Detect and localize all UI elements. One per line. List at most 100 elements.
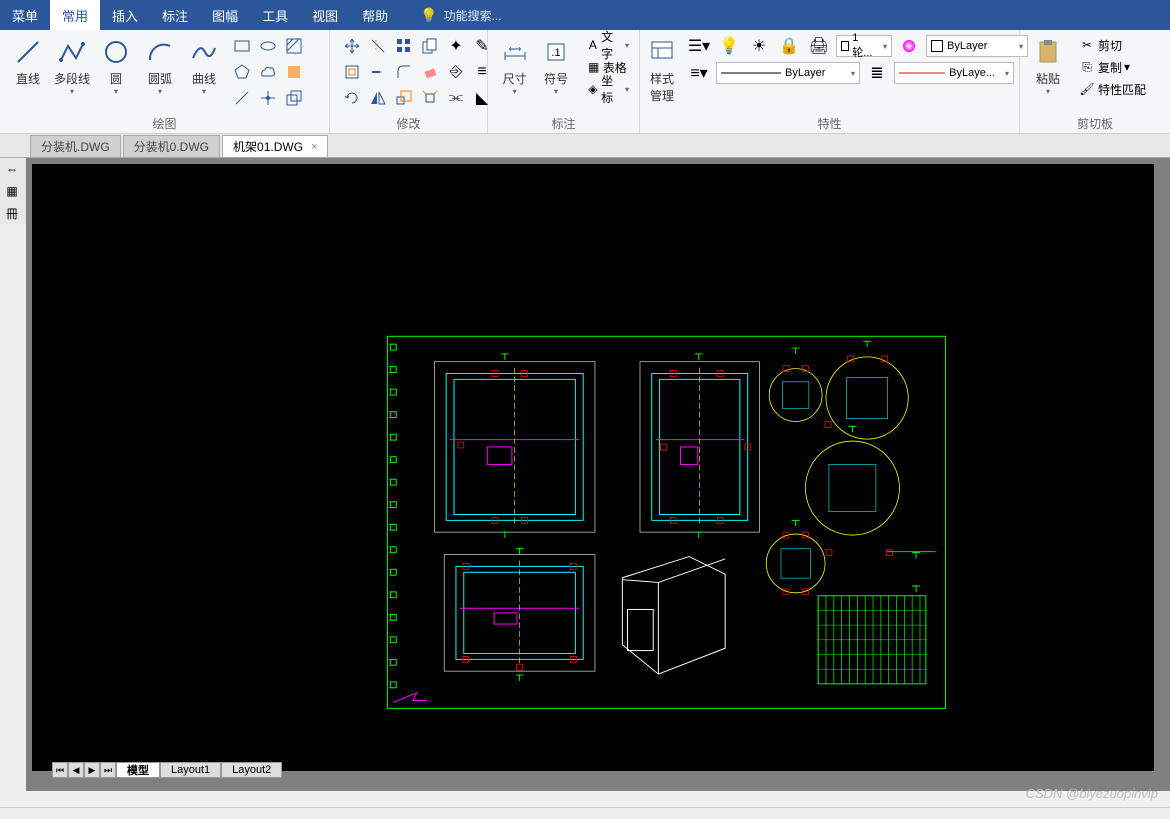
layout-tab-2[interactable]: Layout2 — [221, 762, 282, 778]
color-combo[interactable]: ByLayer▾ — [926, 35, 1028, 57]
bulb-icon[interactable]: 💡 — [716, 35, 742, 57]
modify-tools-2: ✦ ✎ ⎆ ≡ ⫘ ◣ — [444, 34, 494, 110]
menu-item-annotate[interactable]: 标注 — [150, 0, 200, 30]
layout-tabs: ⏮ ◀ ▶ ⏭ 模型 Layout1 Layout2 — [52, 761, 282, 779]
copy-clip-button[interactable]: ⎘复制▾ — [1074, 56, 1150, 78]
menu-item-help[interactable]: 帮助 — [350, 0, 400, 30]
coord-icon: ◈ — [585, 82, 601, 96]
print-icon[interactable]: 🖨 — [806, 35, 832, 57]
ray-icon[interactable] — [230, 86, 254, 110]
layout-nav-first[interactable]: ⏮ — [52, 762, 68, 778]
layout-tab-model[interactable]: 模型 — [116, 762, 160, 778]
dimension-button[interactable]: ⟷ 尺寸▾ — [494, 34, 535, 98]
lineweight-combo[interactable]: ByLaye...▾ — [894, 62, 1014, 84]
move-icon[interactable] — [340, 34, 364, 58]
side-btn-3[interactable]: 冊 — [0, 202, 24, 224]
ellipse-icon[interactable] — [256, 34, 280, 58]
menu-item-file[interactable]: 菜单 — [0, 0, 50, 30]
svg-text:⟷: ⟷ — [508, 44, 521, 54]
scale-icon[interactable] — [392, 86, 416, 110]
props-group-label: 特性 — [640, 115, 1019, 133]
symbol-button[interactable]: .1 符号▾ — [535, 34, 576, 98]
table-icon: ▦ — [585, 60, 603, 74]
stretch-icon[interactable]: ✦ — [444, 34, 468, 58]
ribbon-group-clipboard: 粘贴▾ ✂剪切 ⎘复制▾ 🖌特性匹配 剪切板 — [1020, 30, 1170, 133]
menu-item-tools[interactable]: 工具 — [250, 0, 300, 30]
match-icon: 🖌 — [1078, 82, 1096, 96]
search-area[interactable]: 💡 功能搜索... — [420, 7, 501, 24]
style-manager-button[interactable]: 样式管理 — [644, 34, 680, 115]
lock-icon[interactable]: 🔒 — [776, 35, 802, 57]
tab-close-icon[interactable]: × — [311, 141, 317, 153]
layout-nav-next[interactable]: ▶ — [84, 762, 100, 778]
line-button[interactable]: 直线 — [6, 34, 50, 89]
layer-combo[interactable]: 1轮...▾ — [836, 35, 892, 57]
modify-group-label: 修改 — [330, 115, 487, 133]
rectangle-icon[interactable] — [230, 34, 254, 58]
doc-tab-0[interactable]: 分装机.DWG — [30, 135, 121, 157]
status-bar — [0, 807, 1170, 819]
explode-icon[interactable] — [418, 86, 442, 110]
break-icon[interactable]: ⎆ — [444, 60, 468, 84]
circle-icon — [100, 36, 132, 68]
region-icon[interactable] — [282, 86, 306, 110]
spline-icon — [188, 36, 220, 68]
cut-button[interactable]: ✂剪切 — [1074, 34, 1150, 56]
doc-tab-1[interactable]: 分装机0.DWG — [123, 135, 220, 157]
ribbon-group-props: 样式管理 ☰▾ 💡 ☀ 🔒 🖨 1轮...▾ ByLayer▾ ≡▾ ByLay… — [640, 30, 1020, 133]
menu-item-frame[interactable]: 图幅 — [200, 0, 250, 30]
point-icon[interactable] — [256, 86, 280, 110]
erase-icon[interactable] — [418, 60, 442, 84]
side-btn-2[interactable]: ▦ — [0, 180, 24, 202]
fillet-icon[interactable] — [392, 60, 416, 84]
annotate-side: A文字▾ ▦表格 ◈坐标▾ — [581, 34, 633, 100]
layout-tab-1[interactable]: Layout1 — [160, 762, 221, 778]
match-button[interactable]: 🖌特性匹配 — [1074, 78, 1150, 100]
color-wheel-icon[interactable] — [896, 35, 922, 57]
array-icon[interactable] — [392, 34, 416, 58]
cloud-icon[interactable] — [256, 60, 280, 84]
ribbon-group-draw: 直线 多段线▾ 圆▾ 圆弧▾ 曲线▾ — [0, 30, 330, 133]
search-placeholder: 功能搜索... — [444, 7, 502, 24]
lineweight-icon[interactable]: ≣ — [864, 62, 890, 84]
line-icon — [12, 36, 44, 68]
layout-nav-prev[interactable]: ◀ — [68, 762, 84, 778]
cad-drawing — [32, 164, 1154, 771]
cut-icon: ✂ — [1078, 38, 1096, 52]
ribbon-group-modify: ✦ ✎ ⎆ ≡ ⫘ ◣ 修改 — [330, 30, 488, 133]
menu-item-insert[interactable]: 插入 — [100, 0, 150, 30]
polygon-icon[interactable] — [230, 60, 254, 84]
extend-icon[interactable] — [366, 60, 390, 84]
clipboard-group-label: 剪切板 — [1020, 115, 1170, 133]
coord-button[interactable]: ◈坐标▾ — [581, 78, 633, 100]
menu-item-home[interactable]: 常用 — [50, 0, 100, 30]
lineprop-icon[interactable]: ≡▾ — [686, 62, 712, 84]
trim-icon[interactable] — [366, 34, 390, 58]
arc-button[interactable]: 圆弧▾ — [138, 34, 182, 98]
circle-button[interactable]: 圆▾ — [94, 34, 138, 98]
rotate-icon[interactable] — [340, 86, 364, 110]
text-button[interactable]: A文字▾ — [581, 34, 633, 56]
side-btn-1[interactable]: ⇔ — [0, 158, 24, 180]
hatch-icon[interactable] — [282, 34, 306, 58]
ribbon-group-annotate: ⟷ 尺寸▾ .1 符号▾ A文字▾ ▦表格 ◈坐标▾ 标注 — [488, 30, 640, 133]
layer-prop-icon[interactable]: ☰▾ — [686, 35, 712, 57]
menu-bar: 菜单 常用 插入 标注 图幅 工具 视图 帮助 💡 功能搜索... — [0, 0, 1170, 30]
paste-icon — [1032, 36, 1064, 68]
menu-item-view[interactable]: 视图 — [300, 0, 350, 30]
ribbon: 直线 多段线▾ 圆▾ 圆弧▾ 曲线▾ — [0, 30, 1170, 134]
paste-button[interactable]: 粘贴▾ — [1026, 34, 1070, 98]
drawing-canvas[interactable] — [32, 164, 1154, 771]
mirror-icon[interactable] — [366, 86, 390, 110]
join-icon[interactable]: ⫘ — [444, 86, 468, 110]
offset-icon[interactable] — [340, 60, 364, 84]
dimension-icon: ⟷ — [499, 36, 531, 68]
polyline-button[interactable]: 多段线▾ — [50, 34, 94, 98]
spline-button[interactable]: 曲线▾ — [182, 34, 226, 98]
copy-icon[interactable] — [418, 34, 442, 58]
layout-nav-last[interactable]: ⏭ — [100, 762, 116, 778]
sun-icon[interactable]: ☀ — [746, 35, 772, 57]
linetype-combo[interactable]: ByLayer▾ — [716, 62, 860, 84]
fill-icon[interactable] — [282, 60, 306, 84]
doc-tab-2[interactable]: 机架01.DWG× — [222, 135, 328, 157]
